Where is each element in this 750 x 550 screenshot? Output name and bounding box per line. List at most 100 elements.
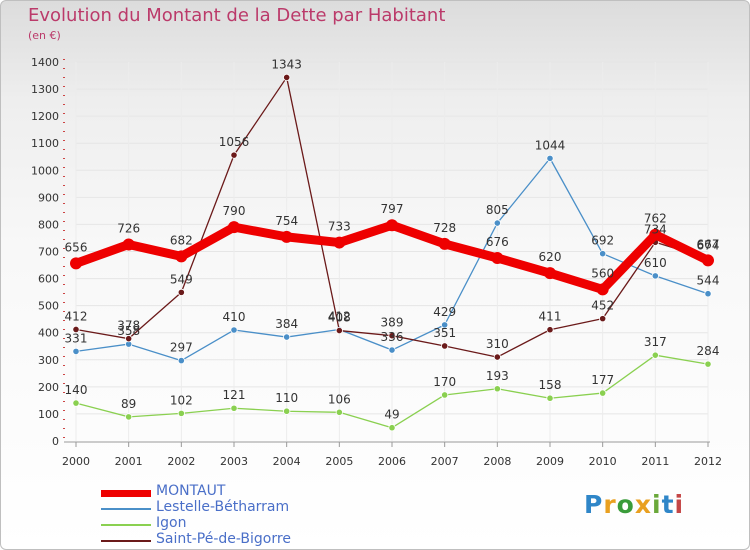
- data-label: 797: [381, 202, 404, 216]
- legend-swatch: [101, 508, 151, 510]
- data-label: 728: [433, 221, 456, 235]
- x-tick-label: 2002: [167, 455, 195, 468]
- data-label: 170: [433, 375, 456, 389]
- data-point: [704, 290, 712, 298]
- x-tick-label: 2006: [378, 455, 406, 468]
- data-point: [125, 335, 133, 343]
- data-point: [388, 346, 396, 354]
- data-point: [388, 424, 396, 432]
- data-point: [651, 272, 659, 280]
- x-tick-label: 2008: [483, 455, 511, 468]
- data-label: 734: [644, 222, 667, 236]
- data-label: 754: [275, 214, 298, 228]
- data-label: 805: [486, 203, 509, 217]
- data-point: [599, 389, 607, 397]
- x-tick-label: 2005: [325, 455, 353, 468]
- data-label: 560: [591, 266, 614, 280]
- data-label: 297: [170, 341, 193, 355]
- legend-swatch: [101, 524, 151, 526]
- data-label: 610: [644, 256, 667, 270]
- data-label: 193: [486, 369, 509, 383]
- x-tick-label: 2012: [694, 455, 722, 468]
- data-point: [651, 351, 659, 359]
- data-point: [228, 221, 240, 234]
- y-tick-label: 600: [38, 273, 59, 286]
- data-point: [283, 407, 291, 415]
- data-label: 452: [591, 299, 614, 313]
- data-point: [596, 283, 609, 296]
- y-tick-label: 1100: [31, 137, 59, 150]
- data-point: [493, 219, 501, 227]
- data-point: [546, 154, 554, 162]
- data-point: [491, 251, 504, 264]
- data-label: 351: [433, 326, 456, 340]
- legend-label: MONTAUT: [156, 483, 226, 499]
- x-tick-label: 2011: [641, 455, 669, 468]
- logo-letter: i: [652, 490, 662, 519]
- y-tick-label: 500: [38, 300, 59, 313]
- x-tick-label: 2009: [536, 455, 564, 468]
- axes: 0 100 200 300 400 500 600 700 800 900 1000 1100 1200…: [31, 56, 722, 468]
- data-point: [230, 151, 238, 159]
- y-tick-label: 0: [52, 435, 59, 448]
- data-label: 676: [486, 235, 509, 249]
- legend-label: Lestelle-Bétharram: [156, 499, 290, 515]
- data-label: 762: [644, 212, 667, 226]
- data-point: [333, 236, 346, 249]
- data-label: 1056: [219, 135, 250, 149]
- data-point: [122, 238, 135, 251]
- legend-label: Igon: [156, 515, 187, 531]
- data-label: 692: [591, 234, 614, 248]
- data-point: [493, 353, 501, 361]
- y-tick-label: 100: [38, 408, 59, 421]
- data-point: [599, 315, 607, 323]
- legend-swatch: [101, 540, 151, 542]
- y-tick-label: 1200: [31, 110, 59, 123]
- logo-letter: t: [661, 490, 675, 519]
- y-tick-label: 800: [38, 218, 59, 231]
- data-point: [125, 413, 133, 421]
- data-label: 620: [539, 250, 562, 264]
- y-tick-label: 1400: [31, 56, 59, 69]
- legend-label: Saint-Pé-de-Bigorre: [156, 531, 291, 547]
- data-point: [177, 356, 185, 365]
- data-label: 331: [65, 331, 88, 345]
- data-point: [546, 326, 554, 334]
- x-tick-label: 2010: [589, 455, 617, 468]
- data-label: 378: [117, 319, 140, 333]
- data-point: [72, 325, 80, 334]
- data-label: 674: [697, 239, 720, 253]
- logo-letter: P: [584, 490, 604, 519]
- data-label: 1343: [271, 57, 302, 71]
- logo-letter: x: [634, 490, 652, 519]
- data-label: 140: [65, 383, 88, 397]
- y-tick-label: 1000: [31, 164, 59, 177]
- data-point: [599, 250, 607, 258]
- data-label: 384: [275, 317, 298, 331]
- data-point: [177, 409, 185, 417]
- data-label: 110: [275, 391, 298, 405]
- y-tick-label: 300: [38, 354, 59, 367]
- data-point: [72, 347, 80, 355]
- data-point: [441, 391, 449, 399]
- x-tick-label: 2000: [62, 455, 90, 468]
- data-label: 121: [223, 388, 246, 402]
- logo-letter: i: [674, 490, 685, 519]
- data-label: 336: [381, 330, 404, 344]
- data-label: 389: [381, 316, 404, 330]
- logo-letter: r: [603, 490, 617, 519]
- data-point: [280, 230, 293, 243]
- data-labels: 331 358 297 410 384 412 336 429 805 1044 692 610 544…: [65, 57, 720, 421]
- data-point: [177, 288, 185, 296]
- data-label: 549: [170, 272, 193, 286]
- data-label: 656: [65, 240, 88, 254]
- data-label: 317: [644, 335, 667, 349]
- data-label: 310: [486, 337, 509, 351]
- data-point: [702, 254, 714, 267]
- data-label: 1044: [535, 138, 566, 152]
- data-point: [72, 399, 80, 407]
- data-label: 102: [170, 393, 193, 407]
- data-point: [335, 326, 343, 335]
- data-point: [70, 257, 82, 270]
